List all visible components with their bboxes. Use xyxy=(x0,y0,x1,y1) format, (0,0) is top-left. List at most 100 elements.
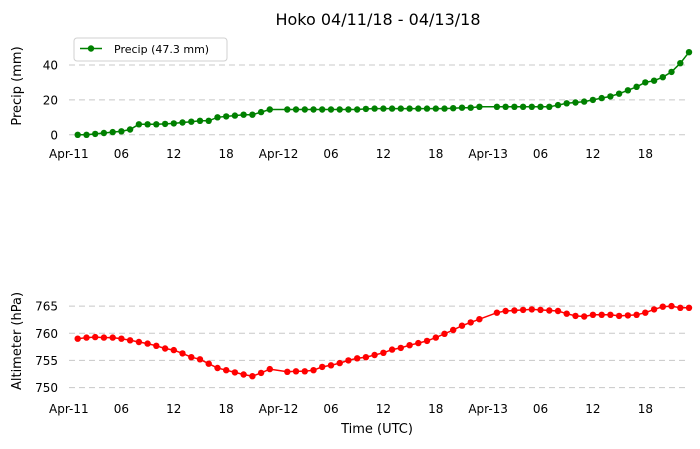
precip-data-point xyxy=(100,129,108,137)
altimeter-data-point xyxy=(179,350,186,357)
precip-data-point xyxy=(642,79,649,86)
altimeter-data-point xyxy=(214,364,221,372)
precip-data-point xyxy=(406,105,413,112)
precip-x-tick-label: 06 xyxy=(323,147,338,161)
altimeter-y-tick-label: 750 xyxy=(35,381,58,395)
altimeter-y-tick-label: 760 xyxy=(35,327,58,341)
precip-data-point xyxy=(502,103,509,111)
altimeter-data-point xyxy=(118,335,125,342)
precip-data-point xyxy=(423,105,431,112)
precip-data-point xyxy=(257,108,265,116)
precip-data-point xyxy=(467,104,474,111)
precip-x-tick-label: 18 xyxy=(428,147,443,161)
precip-y-axis-label: Precip (mm) xyxy=(10,46,25,125)
altimeter-data-point xyxy=(624,312,632,319)
precip-data-point xyxy=(327,106,335,113)
altimeter-data-point xyxy=(633,311,640,318)
precip-data-point xyxy=(336,106,343,113)
precip-data-point xyxy=(354,106,361,113)
precip-data-point xyxy=(450,105,457,112)
precip-legend: Precip (47.3 mm) xyxy=(73,37,228,62)
altimeter-data-point xyxy=(581,313,588,320)
altimeter-data-point xyxy=(345,357,352,364)
precip-data-point xyxy=(371,105,378,112)
altimeter-data-point xyxy=(572,312,579,320)
precip-data-point xyxy=(388,105,396,112)
altimeter-data-point xyxy=(607,311,614,318)
altimeter-data-point xyxy=(327,362,335,369)
altimeter-data-point xyxy=(493,309,501,316)
x-axis-label: Time (UTC) xyxy=(340,422,413,437)
altimeter-data-point xyxy=(668,302,675,310)
altimeter-x-tick-label: 18 xyxy=(219,402,234,416)
altimeter-x-tick-label: 12 xyxy=(166,402,181,416)
precip-data-point xyxy=(546,103,553,111)
precip-data-point xyxy=(83,131,90,138)
precip-data-point xyxy=(240,111,247,118)
precip-data-point xyxy=(624,87,632,94)
altimeter-x-tick-label: 18 xyxy=(428,402,443,416)
altimeter-data-point xyxy=(450,326,457,334)
altimeter-data-point xyxy=(336,359,343,367)
altimeter-x-tick-label: 06 xyxy=(114,402,129,416)
precip-data-point xyxy=(380,105,387,112)
precip-data-point xyxy=(572,99,579,106)
precip-data-point xyxy=(179,119,186,126)
precip-x-tick-label: 06 xyxy=(114,147,129,161)
precip-data-point xyxy=(301,106,308,113)
altimeter-data-point xyxy=(432,334,439,341)
altimeter-x-tick-label: 12 xyxy=(376,402,391,416)
precip-data-point xyxy=(415,105,422,112)
altimeter-x-tick-label: Apr-13 xyxy=(468,402,508,416)
altimeter-data-point xyxy=(292,368,300,375)
altimeter-data-point xyxy=(406,342,413,349)
precip-data-point xyxy=(432,105,439,112)
precip-x-tick-label: Apr-12 xyxy=(259,147,299,161)
altimeter-data-point xyxy=(109,334,116,341)
altimeter-data-point xyxy=(126,337,134,344)
altimeter-data-point xyxy=(196,356,204,363)
altimeter-x-tick-label: 06 xyxy=(533,402,548,416)
precip-data-point xyxy=(659,74,666,81)
altimeter-x-tick-label: Apr-12 xyxy=(259,402,299,416)
precip-data-point xyxy=(519,103,527,111)
altimeter-data-point xyxy=(563,310,570,317)
precip-data-point xyxy=(476,103,483,111)
precip-x-tick-label: 18 xyxy=(638,147,653,161)
altimeter-data-point xyxy=(188,354,195,361)
precip-data-point xyxy=(607,93,614,100)
precip-data-point xyxy=(458,104,466,111)
altimeter-data-point xyxy=(362,354,370,361)
precip-data-point xyxy=(214,114,221,121)
altimeter-data-point xyxy=(240,371,247,378)
precip-data-point xyxy=(118,128,125,135)
precip-data-point xyxy=(581,98,588,105)
altimeter-x-tick-label: 06 xyxy=(323,402,338,416)
altimeter-data-point xyxy=(677,304,684,311)
precip-data-point xyxy=(615,90,623,97)
precip-x-tick-label: 12 xyxy=(166,147,181,161)
precip-data-point xyxy=(223,113,230,120)
altimeter-data-point xyxy=(100,334,108,341)
altimeter-data-point xyxy=(74,335,81,342)
precip-data-point xyxy=(685,49,693,56)
precip-data-point xyxy=(537,103,544,111)
altimeter-data-point xyxy=(554,307,562,315)
precip-data-point xyxy=(511,103,518,111)
altimeter-data-point xyxy=(642,309,649,316)
precip-data-point xyxy=(668,68,675,76)
altimeter-data-point xyxy=(467,319,474,326)
altimeter-data-point xyxy=(397,344,404,352)
altimeter-data-point xyxy=(161,345,169,352)
legend-entry-precip: Precip (47.3 mm) xyxy=(114,43,209,56)
legend-frame xyxy=(73,37,228,62)
altimeter-data-point xyxy=(458,322,466,329)
precip-data-point xyxy=(589,96,597,104)
altimeter-data-point xyxy=(589,311,597,318)
altimeter-data-point xyxy=(537,306,544,314)
precip-data-point xyxy=(161,120,169,128)
altimeter-data-point xyxy=(144,340,151,347)
precip-data-point xyxy=(362,105,370,113)
